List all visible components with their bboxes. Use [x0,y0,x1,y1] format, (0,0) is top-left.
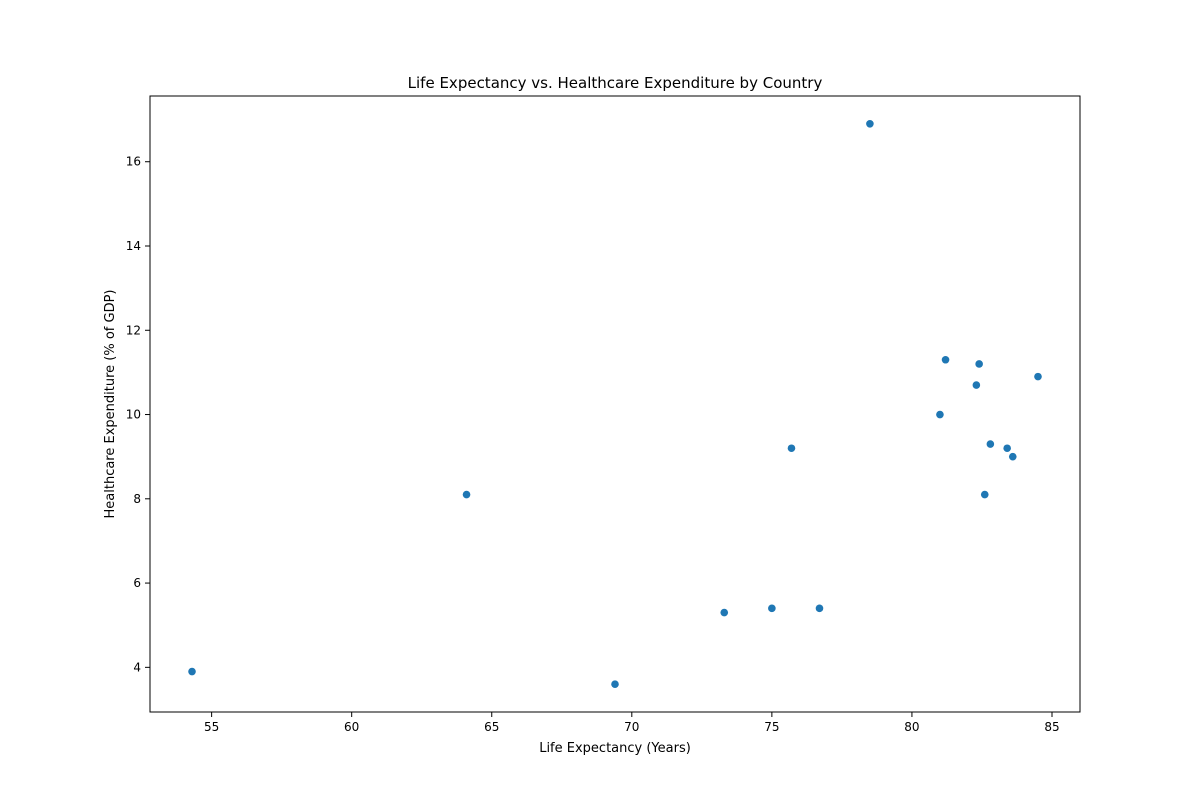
data-points [188,120,1042,688]
chart-title: Life Expectancy vs. Healthcare Expenditu… [408,74,823,92]
data-point [936,410,944,419]
data-point [986,440,995,448]
y-axis-label: Healthcare Expenditure (% of GDP) [103,290,118,519]
data-point [1003,444,1011,453]
plot-frame [149,95,1081,713]
data-point [720,608,729,617]
y-tick-label: 12 [126,323,141,337]
data-point [768,604,776,613]
data-point [188,667,196,676]
x-axis-label: Life Expectancy (Years) [539,741,691,756]
x-tick-label: 55 [204,720,219,734]
y-tick-label: 8 [133,492,141,506]
y-tick-label: 4 [133,660,141,674]
y-tick-label: 14 [126,239,141,253]
data-point [815,604,824,613]
x-axis: 55 60 65 70 75 80 85 [204,712,1060,734]
data-point [787,444,796,453]
x-tick-label: 75 [764,720,779,734]
x-tick-label: 70 [624,720,639,734]
x-tick-label: 60 [344,720,359,734]
data-point [866,120,874,128]
x-tick-label: 85 [1044,720,1059,734]
y-tick-label: 10 [126,408,141,422]
data-point [941,355,950,364]
data-point [462,490,471,499]
data-point [1008,452,1017,461]
data-point [972,381,981,389]
data-point [975,360,983,368]
x-tick-label: 65 [484,720,499,734]
data-point [611,680,619,688]
y-axis: 4 6 8 10 12 14 16 [126,155,150,674]
data-point [980,490,989,499]
y-tick-label: 6 [133,576,141,590]
data-point [1034,372,1042,381]
y-tick-label: 16 [126,155,141,169]
x-tick-label: 80 [904,720,919,734]
